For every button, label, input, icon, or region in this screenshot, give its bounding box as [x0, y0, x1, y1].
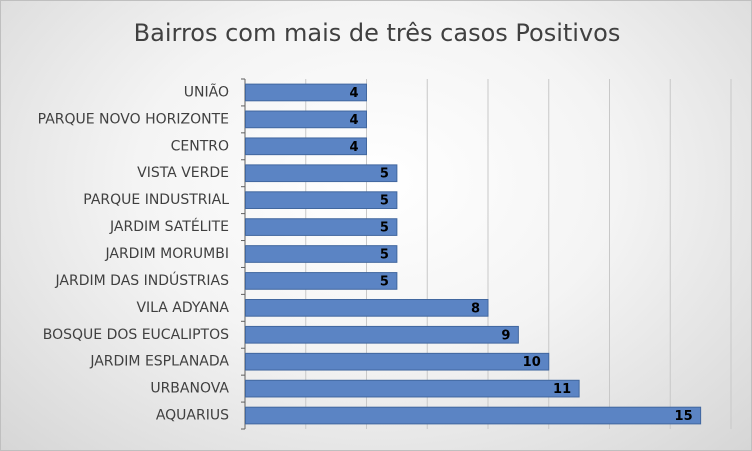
data-label: 5 — [380, 248, 389, 263]
category-label: JARDIM SATÉLITE — [109, 218, 229, 235]
category-label: CENTRO — [171, 138, 229, 154]
bar — [245, 110, 367, 129]
bar — [245, 218, 398, 236]
chart-title: Bairros com mais de três casos Positivos — [133, 19, 621, 47]
data-label: 5 — [380, 194, 389, 209]
category-label: PARQUE INDUSTRIAL — [83, 192, 229, 208]
category-label: JARDIM MORUMBI — [104, 246, 229, 262]
data-label: 10 — [523, 355, 541, 370]
bar — [245, 83, 367, 102]
data-label: 15 — [675, 409, 693, 424]
category-label: UNIÃO — [184, 83, 229, 100]
data-label: 4 — [349, 113, 358, 128]
category-label: URBANOVA — [150, 381, 229, 397]
bar — [245, 164, 398, 183]
bar — [245, 299, 489, 317]
bar — [245, 191, 398, 210]
category-label: JARDIM DAS INDÚSTRIAS — [55, 271, 230, 289]
bar — [245, 245, 398, 263]
bar — [245, 406, 702, 425]
data-label: 9 — [501, 328, 510, 343]
category-label: VISTA VERDE — [137, 165, 229, 181]
category-label: JARDIM ESPLANADA — [89, 354, 229, 370]
bar — [245, 272, 398, 290]
bar — [245, 137, 367, 156]
category-label: AQUARIUS — [156, 408, 229, 424]
category-label: VILA ADYANA — [136, 300, 229, 316]
data-label: 5 — [380, 221, 389, 236]
data-label: 4 — [349, 140, 358, 155]
data-label: 11 — [553, 382, 571, 397]
bar — [245, 379, 580, 398]
data-label: 5 — [380, 167, 389, 182]
data-label: 5 — [380, 274, 389, 289]
bar — [245, 325, 519, 344]
category-label: BOSQUE DOS EUCALIPTOS — [43, 327, 229, 343]
category-label: PARQUE NOVO HORIZONTE — [38, 111, 229, 127]
data-label: 8 — [471, 301, 480, 316]
bar — [245, 352, 550, 371]
data-label: 4 — [349, 86, 358, 101]
